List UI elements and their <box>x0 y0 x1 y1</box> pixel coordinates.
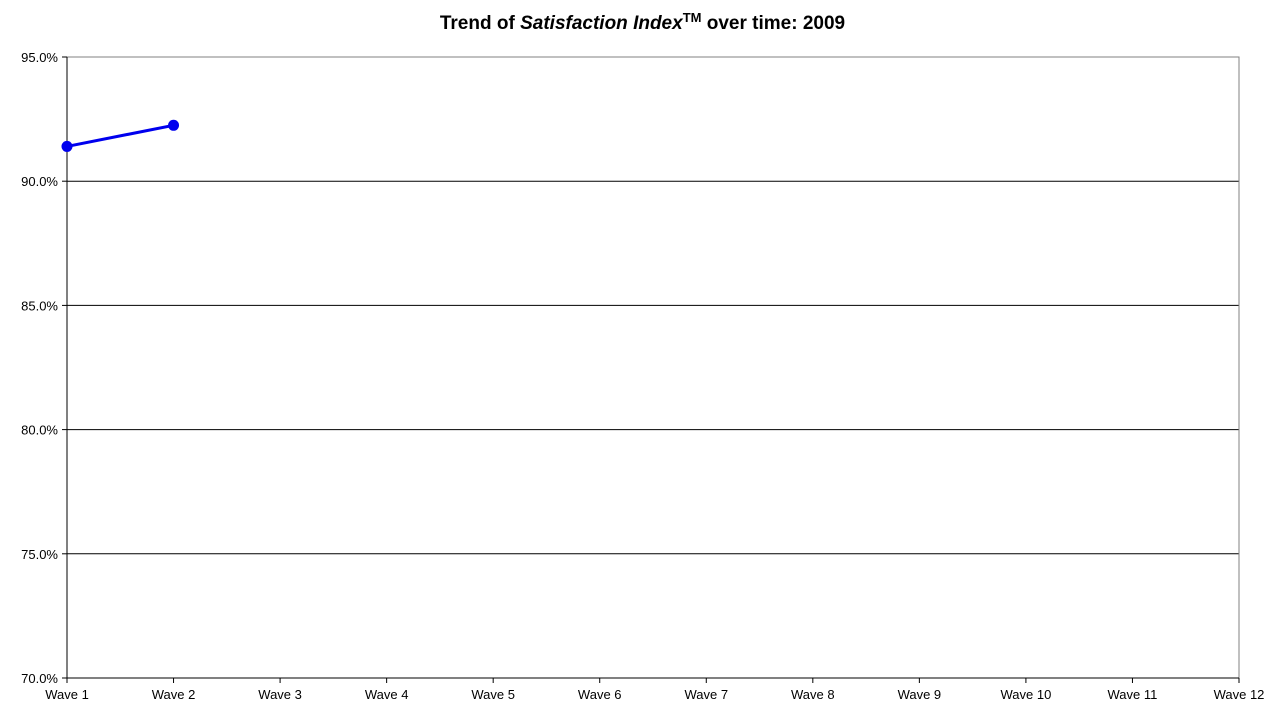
x-tick-label: Wave 4 <box>365 687 409 702</box>
x-tick-label: Wave 9 <box>898 687 942 702</box>
x-tick-label: Wave 2 <box>152 687 196 702</box>
chart-title-superscript: TM <box>682 10 702 25</box>
y-tick-label: 85.0% <box>21 298 58 313</box>
x-tick-label: Wave 6 <box>578 687 622 702</box>
series-line <box>66 123 174 148</box>
chart-title-emphasis: Satisfaction Index <box>520 13 683 34</box>
chart-title: Trend of Satisfaction IndexTM over time:… <box>0 10 1285 35</box>
y-tick-label: 90.0% <box>21 174 58 189</box>
y-tick-label: 80.0% <box>21 423 58 438</box>
y-tick-label: 70.0% <box>21 671 58 686</box>
grid-layer <box>67 180 1239 555</box>
y-tick-label: 95.0% <box>21 50 58 65</box>
x-tick-label: Wave 12 <box>1214 687 1265 702</box>
y-tick-label: 75.0% <box>21 547 58 562</box>
chart-title-prefix: Trend of <box>439 13 521 34</box>
series-layer <box>61 119 180 152</box>
x-tick-label: Wave 11 <box>1108 687 1158 702</box>
x-tick-label: Wave 1 <box>45 687 89 702</box>
data-point <box>168 119 180 131</box>
plot-area-border <box>66 56 1240 679</box>
x-tick-label: Wave 10 <box>1000 687 1051 702</box>
x-tick-label: Wave 3 <box>258 687 302 702</box>
data-point <box>61 140 73 152</box>
x-tick-label: Wave 5 <box>471 687 515 702</box>
chart-title-suffix: over time: 2009 <box>701 13 846 34</box>
axis-layer: 70.0% 75.0% 80.0% 85.0% 90.0% 95.0% Wave 1 Wave… <box>21 50 1264 702</box>
x-tick-label: Wave 8 <box>791 687 835 702</box>
x-tick-label: Wave 7 <box>684 687 728 702</box>
